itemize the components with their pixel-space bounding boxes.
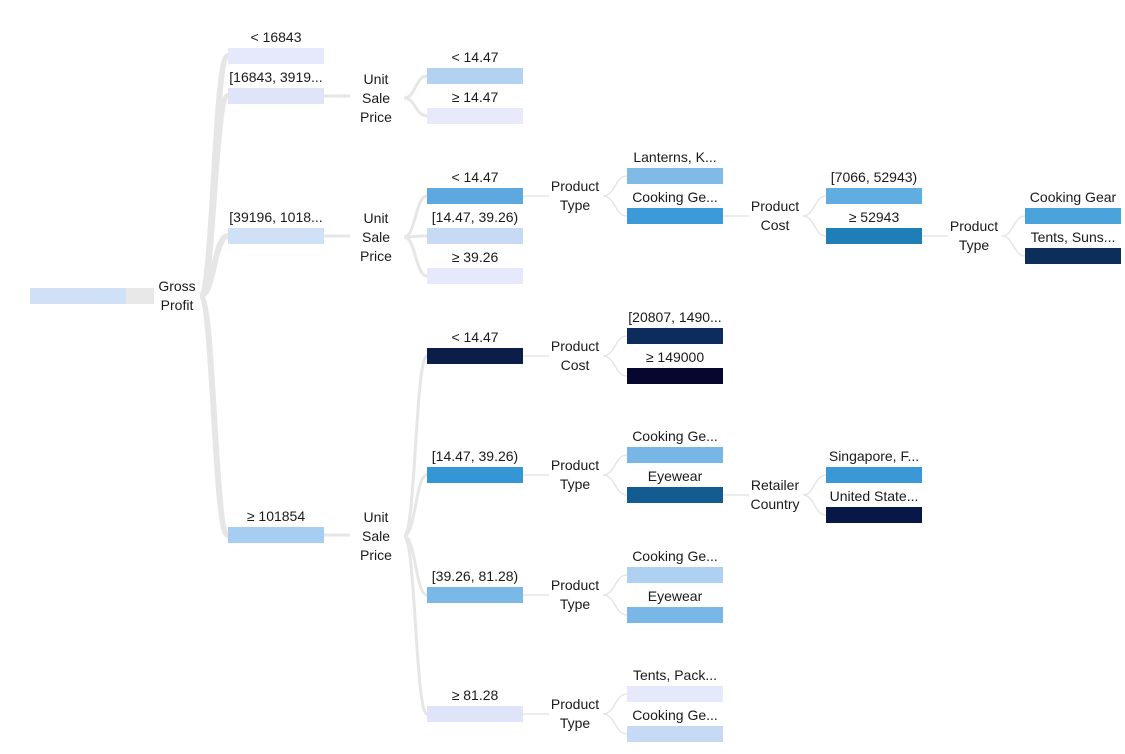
node-label: United State... [829, 488, 919, 504]
tree-link [403, 96, 428, 118]
tree-link [1001, 215, 1026, 237]
node-bar-gp-ge-mid-cook[interactable] [627, 447, 723, 463]
tree-link [602, 335, 628, 357]
node-label: Cooking Ge... [632, 189, 718, 205]
node-label: Cooking Ge... [632, 548, 718, 564]
tree-link [802, 494, 827, 516]
node-label: < 16843 [250, 29, 302, 45]
node-bar-gp-ge-mid-eye-sg[interactable] [826, 467, 922, 483]
node-label: Eyewear [647, 588, 703, 604]
split-feature-label: Product Type [550, 696, 600, 731]
node-bar-gp-39196[interactable] [228, 228, 324, 244]
node-label: < 14.47 [451, 329, 499, 345]
node-bar-gp-39196-lt-cook-ge-cook[interactable] [1025, 208, 1121, 224]
node-label: ≥ 149000 [645, 349, 705, 365]
node-label: [14.47, 39.26) [431, 448, 519, 464]
node-bar-gp-ge-lt[interactable] [427, 348, 523, 364]
node-bar-gp-39196-lt-cook-ge-tents[interactable] [1025, 248, 1121, 264]
split-feature-label: Product Type [550, 577, 600, 612]
node-bar-gp-ge-ge-tents[interactable] [627, 686, 723, 702]
tree-link [802, 215, 827, 237]
tree-link [602, 474, 628, 496]
node-bar-gp-ge[interactable] [228, 527, 324, 543]
root-node-bar[interactable] [30, 288, 126, 304]
node-bar-gp-ge-ge[interactable] [427, 706, 523, 722]
node-label: Cooking Ge... [632, 707, 718, 723]
node-label: < 14.47 [451, 169, 499, 185]
node-label: [39.26, 81.28) [431, 568, 519, 584]
node-bar-gp-ge-3926[interactable] [427, 587, 523, 603]
tree-link [403, 473, 428, 538]
node-bar-gp-ge-lt-ge[interactable] [627, 368, 723, 384]
node-bar-gp-16843-ge[interactable] [427, 108, 523, 124]
node-label: ≥ 39.26 [451, 249, 499, 265]
node-bar-gp-ge-mid[interactable] [427, 467, 523, 483]
tree-link [602, 693, 628, 715]
node-label: Tents, Pack... [632, 667, 718, 683]
tree-link [602, 713, 628, 735]
split-feature-label: Product Cost [550, 338, 600, 373]
tree-link [602, 574, 628, 596]
node-label: [39196, 1018... [229, 209, 323, 225]
split-feature-label: Retailer Country [750, 477, 800, 512]
node-bar-gp-ge-mid-eye-us[interactable] [826, 507, 922, 523]
node-label: [14.47, 39.26) [431, 209, 519, 225]
split-feature-label: Product Type [550, 178, 600, 213]
split-feature-label: Gross Profit [158, 278, 196, 313]
tree-link [602, 195, 628, 217]
split-feature-label: Product Cost [750, 198, 800, 233]
node-bar-gp-39196-ge[interactable] [427, 268, 523, 284]
node-bar-gp-16843-lt[interactable] [427, 68, 523, 84]
tree-link [602, 594, 628, 616]
tree-link [802, 195, 827, 217]
node-label: ≥ 14.47 [451, 89, 499, 105]
node-bar-gp-39196-lt[interactable] [427, 188, 523, 204]
split-feature-label: Unit Sale Price [360, 508, 392, 563]
node-label: ≥ 81.28 [451, 687, 499, 703]
node-label: ≥ 52943 [848, 209, 900, 225]
tree-link [402, 534, 429, 716]
tree-link [197, 293, 231, 538]
node-bar-gp-ge-3926-cook[interactable] [627, 567, 723, 583]
node-label: < 14.47 [451, 49, 499, 65]
node-bar-gp-39196-lt-lantern[interactable] [627, 168, 723, 184]
tree-link [802, 474, 827, 496]
node-label: ≥ 101854 [246, 508, 306, 524]
node-bar-gp-39196-lt-cook-7066[interactable] [826, 188, 922, 204]
split-feature-label: Product Type [949, 218, 999, 253]
node-bar-gp-ge-ge-cook[interactable] [627, 726, 723, 742]
tree-link [198, 233, 230, 299]
node-bar-gp-ge-lt-20807[interactable] [627, 328, 723, 344]
node-label: [7066, 52943) [830, 169, 918, 185]
node-label: Cooking Gear [1029, 189, 1117, 205]
node-label: [20807, 1490... [628, 309, 722, 325]
node-label: Lanterns, K... [633, 149, 717, 165]
tree-link [1001, 235, 1026, 257]
node-bar-gp-39196-mid[interactable] [427, 228, 523, 244]
split-feature-label: Product Type [550, 457, 600, 492]
tree-link [402, 354, 429, 538]
node-bar-gp-ge-mid-eye[interactable] [627, 487, 723, 503]
node-bar-gp-16843[interactable] [228, 88, 324, 104]
tree-link [403, 235, 428, 278]
node-label: Tents, Suns... [1030, 229, 1116, 245]
tree-link [602, 175, 628, 197]
node-label: Singapore, F... [828, 448, 920, 464]
split-feature-label: Unit Sale Price [360, 209, 392, 264]
tree-link [602, 454, 628, 476]
root-connector [126, 288, 154, 304]
node-bar-gp-39196-lt-cook[interactable] [627, 208, 723, 224]
node-bar-gp-ge-3926-eye[interactable] [627, 607, 723, 623]
node-bar-gp-39196-lt-cook-ge[interactable] [826, 228, 922, 244]
node-label: Cooking Ge... [632, 428, 718, 444]
node-bar-gp-lt[interactable] [228, 48, 324, 64]
node-label: [16843, 3919... [229, 69, 323, 85]
node-label: Eyewear [647, 468, 703, 484]
split-feature-label: Unit Sale Price [360, 70, 392, 125]
tree-link [602, 355, 628, 377]
